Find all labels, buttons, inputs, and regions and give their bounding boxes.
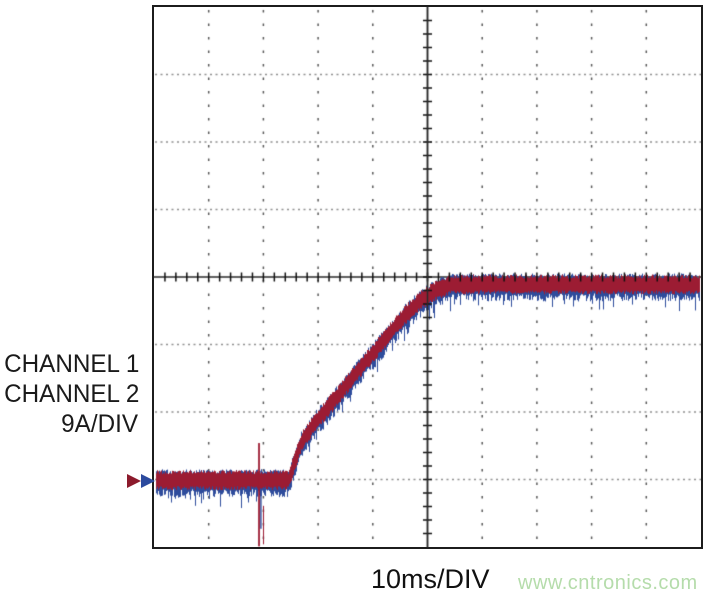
channel2-label: CHANNEL 2 [4, 380, 140, 408]
vertical-scale-label: 9A/DIV [61, 410, 138, 438]
trigger-marker-ch2-icon [141, 474, 155, 488]
watermark-text: www.cntronics.com [518, 572, 698, 594]
trigger-marker-ch1-icon [127, 474, 141, 488]
scope-display [152, 5, 703, 549]
timebase-label: 10ms/DIV [371, 564, 490, 594]
waveform-canvas [154, 7, 701, 547]
channel-labels: CHANNEL 1 CHANNEL 2 9A/DIV [4, 349, 140, 439]
channel1-label: CHANNEL 1 [4, 350, 140, 378]
